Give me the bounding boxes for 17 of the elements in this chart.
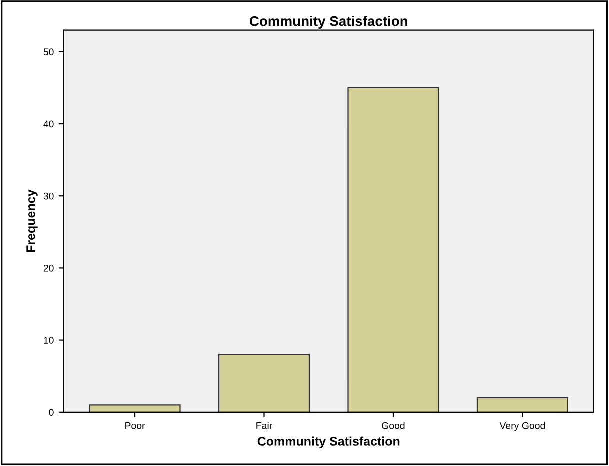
y-tick-label: 30 <box>44 192 54 200</box>
bar <box>348 87 440 412</box>
y-tick-label: 50 <box>44 48 54 56</box>
y-tick-label: 40 <box>44 120 54 128</box>
x-axis-title: Community Satisfaction <box>258 436 400 448</box>
y-tick-label: 0 <box>49 409 54 416</box>
y-axis-title: Frequency <box>26 190 38 252</box>
y-tick-label: 10 <box>44 337 54 344</box>
x-tick-label: Poor <box>126 422 146 430</box>
y-tick-label: 20 <box>44 264 54 272</box>
bar <box>476 397 568 412</box>
x-tick-label: Very Good <box>500 422 546 432</box>
bar <box>89 404 181 412</box>
x-tick-label: Fair <box>256 422 272 430</box>
chart-title: Community Satisfaction <box>250 16 408 30</box>
x-tick-label: Good <box>382 422 405 430</box>
bar <box>218 354 310 412</box>
